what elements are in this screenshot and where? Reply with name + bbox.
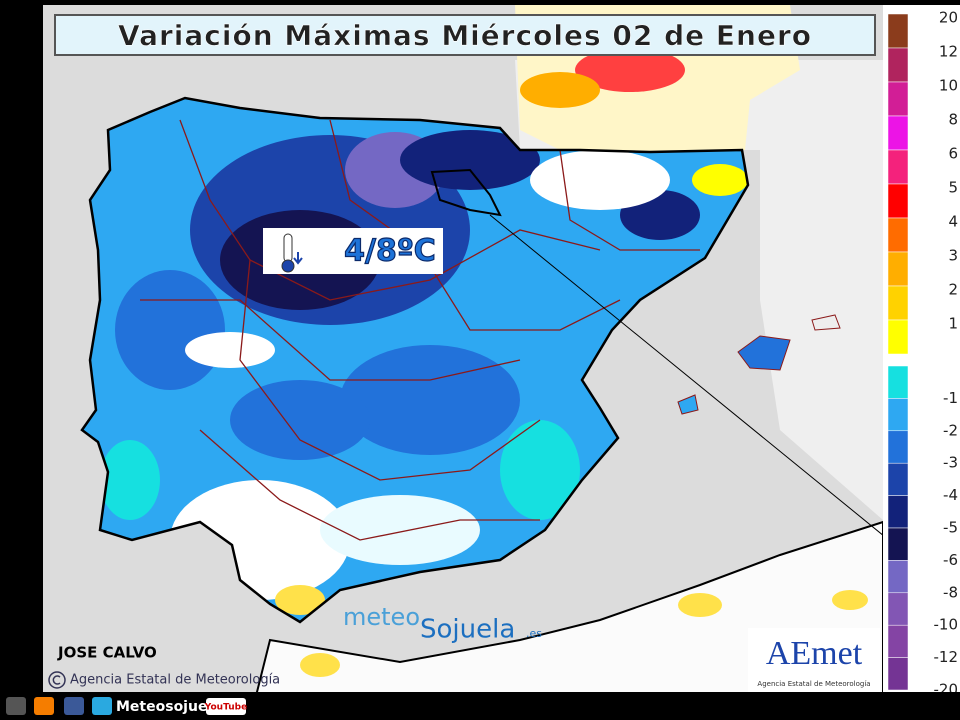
legend-label: -8 <box>943 583 958 601</box>
legend-swatch <box>887 251 909 287</box>
border <box>239 259 541 481</box>
field-cold <box>115 270 225 390</box>
legend-label: -2 <box>943 421 958 439</box>
legend-swatch <box>887 527 909 561</box>
legend-label: 5 <box>948 179 958 197</box>
africa-warm <box>832 590 868 610</box>
border <box>559 149 700 251</box>
legend-swatch <box>887 47 909 83</box>
border <box>179 119 601 301</box>
copyright-icon <box>48 671 66 689</box>
coastline <box>80 96 750 624</box>
legend-swatch <box>887 365 909 399</box>
watermark-domain: .es <box>526 627 542 640</box>
legend-swatch <box>887 183 909 219</box>
field-cold <box>400 130 540 190</box>
legend-label: 20 <box>939 9 958 27</box>
legend-label: 3 <box>948 247 958 265</box>
legend-swatch <box>887 81 909 117</box>
legend-label: -5 <box>943 519 958 537</box>
legend-label: 12 <box>939 43 958 61</box>
province-borders <box>140 119 700 541</box>
legend-label: 6 <box>948 145 958 163</box>
land-outside <box>515 60 883 520</box>
la-rioja <box>430 168 502 217</box>
legend-label: 8 <box>948 111 958 129</box>
legend-swatch <box>887 495 909 529</box>
legend-label: 4 <box>948 213 958 231</box>
footer-youtube: YouTube <box>204 703 247 713</box>
field-cold <box>100 440 160 520</box>
legend-swatch <box>887 217 909 253</box>
aemet-box <box>748 628 880 692</box>
legend-label: -6 <box>943 551 958 569</box>
legend-swatch <box>887 657 909 691</box>
legend-swatch <box>887 115 909 151</box>
aemet-subtitle: Agencia Estatal de Meteorología <box>757 680 870 688</box>
icon-instagram <box>6 697 26 715</box>
legend-swatch <box>887 624 909 658</box>
field-cold <box>500 420 580 520</box>
mallorca <box>737 335 791 371</box>
legend-swatch <box>887 13 909 49</box>
legend-swatch <box>887 285 909 321</box>
legend-swatch <box>887 560 909 594</box>
legend-swatch <box>887 398 909 432</box>
field-cold <box>340 345 520 455</box>
footer-site: Meteosojuela <box>116 699 222 715</box>
icon-facebook <box>64 697 84 715</box>
footer <box>0 692 960 720</box>
watermark-meteo: meteo <box>343 603 420 631</box>
border <box>329 119 621 331</box>
france-warm <box>520 72 600 108</box>
border <box>140 299 521 381</box>
field-mild <box>320 495 480 565</box>
field-mild <box>185 332 275 368</box>
credit: Agencia Estatal de Meteorología <box>70 673 280 688</box>
legend-label: -3 <box>943 454 958 472</box>
africa-warm <box>300 653 340 677</box>
legend-label: -12 <box>934 648 959 666</box>
field-cold <box>230 380 370 460</box>
field-warm <box>692 164 748 196</box>
youtube-logo <box>206 698 246 715</box>
watermark-sojuela: Sojuela <box>420 615 515 645</box>
legend-label: -1 <box>943 389 958 407</box>
field-mild <box>530 150 670 210</box>
aemet-name: AEmet <box>766 635 863 672</box>
thermometer <box>283 233 293 263</box>
icon-blogger <box>34 697 54 715</box>
callout-value: 4/8ºC <box>344 234 436 269</box>
copyright-icon <box>52 675 61 685</box>
legend-label: -10 <box>934 616 959 634</box>
pointer-line <box>489 214 896 546</box>
author: JOSE CALVO <box>57 644 157 662</box>
africa-warm <box>678 593 722 617</box>
legend-label: 2 <box>948 281 958 299</box>
title-box <box>54 14 876 56</box>
france-warm <box>575 48 685 92</box>
field-warm <box>275 585 325 615</box>
legend-label: -4 <box>943 486 958 504</box>
legend-swatch <box>887 149 909 185</box>
legend-label: 1 <box>948 315 958 333</box>
title: Variación Máximas Miércoles 02 de Enero <box>118 19 812 52</box>
legend-swatch <box>887 430 909 464</box>
menorca <box>811 314 841 331</box>
down-arrow <box>293 252 303 265</box>
legend-swatch <box>887 319 909 355</box>
legend-label: 10 <box>939 77 958 95</box>
ibiza <box>677 394 699 415</box>
thermometer-bulb <box>281 259 295 273</box>
icon-twitter <box>92 697 112 715</box>
legend-swatch <box>887 592 909 626</box>
legend-swatch <box>887 462 909 496</box>
border <box>199 429 540 541</box>
